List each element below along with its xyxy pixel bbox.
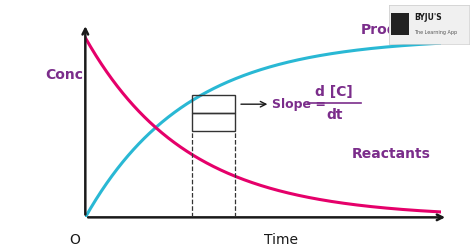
Text: O: O — [69, 233, 80, 247]
Text: Products: Products — [361, 23, 430, 37]
Text: dt: dt — [326, 108, 342, 122]
Text: Reactants: Reactants — [351, 147, 430, 161]
Bar — [192, 113, 235, 131]
Text: d [C]: d [C] — [315, 85, 353, 99]
Text: Conc: Conc — [45, 68, 83, 82]
Bar — [192, 95, 235, 113]
Bar — [391, 13, 409, 35]
Text: Slope =: Slope = — [272, 98, 330, 111]
Text: BYJU'S: BYJU'S — [414, 13, 442, 22]
Text: Time: Time — [264, 233, 298, 247]
Text: The Learning App: The Learning App — [414, 30, 457, 35]
